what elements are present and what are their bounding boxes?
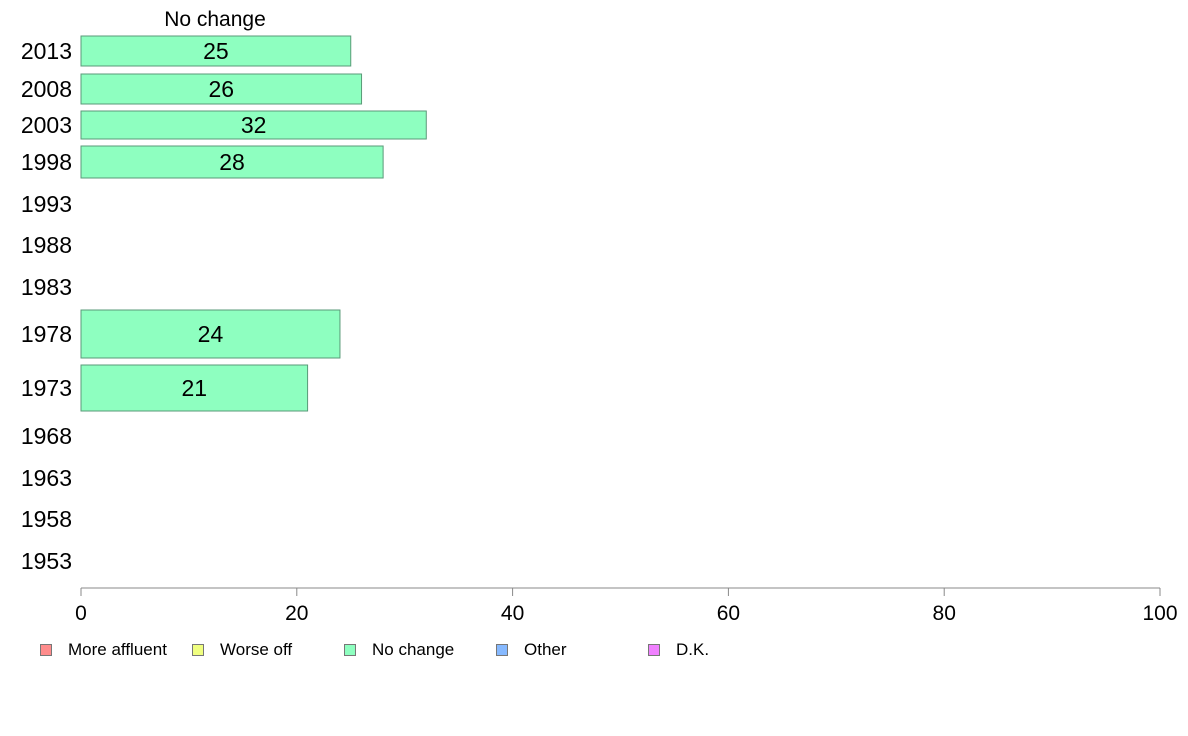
- legend-item: More affluent: [40, 640, 167, 660]
- bar: [80, 35, 352, 67]
- legend-label: Other: [524, 640, 567, 659]
- legend: More affluent Worse off No change Other D.K.: [0, 640, 1188, 664]
- y-tick-label: 1963: [21, 465, 72, 491]
- legend-item: Other: [496, 640, 567, 660]
- bar-value-label: 32: [241, 112, 267, 138]
- legend-item: No change: [344, 640, 454, 660]
- legend-swatch: [648, 644, 660, 656]
- bar-group: 25 26 32 28 24 21: [80, 35, 427, 412]
- bar: [80, 364, 309, 412]
- bar: [80, 145, 384, 179]
- x-tick-label: 0: [75, 602, 87, 625]
- x-tick-label: 20: [285, 602, 308, 625]
- y-tick-label: 1978: [21, 321, 72, 347]
- bar-value-label: 26: [208, 76, 234, 102]
- x-tick-label: 100: [1142, 602, 1177, 625]
- legend-swatch: [344, 644, 356, 656]
- y-tick-label: 1993: [21, 191, 72, 217]
- bar-value-label: 21: [181, 375, 207, 401]
- bar: [80, 73, 363, 105]
- legend-label: D.K.: [676, 640, 710, 659]
- bar: [80, 309, 341, 359]
- y-axis-labels: 2013 2008 2003 1998 1993 1988 1983 1978 1973 1968…: [21, 38, 72, 574]
- bar-value-label: 28: [219, 149, 245, 175]
- y-tick-label: 2013: [21, 38, 72, 64]
- legend-label: No change: [372, 640, 455, 659]
- y-tick-label: 1988: [21, 232, 72, 258]
- x-tick-label: 80: [933, 602, 956, 625]
- chart-title: No change: [164, 8, 266, 31]
- bar: [80, 110, 427, 140]
- legend-item: Worse off: [192, 640, 292, 660]
- legend-item: D.K.: [648, 640, 709, 660]
- y-tick-label: 1983: [21, 274, 72, 300]
- y-tick-label: 1973: [21, 375, 72, 401]
- legend-swatch: [496, 644, 508, 656]
- legend-label: More affluent: [68, 640, 167, 659]
- x-tick-label: 40: [501, 602, 524, 625]
- y-tick-label: 2003: [21, 112, 72, 138]
- y-tick-label: 1998: [21, 149, 72, 175]
- bar-value-label: 25: [203, 38, 229, 64]
- x-axis: 0 20 40 60 80 100: [75, 587, 1178, 625]
- y-tick-label: 1958: [21, 506, 72, 532]
- y-tick-label: 2008: [21, 76, 72, 102]
- legend-swatch: [192, 644, 204, 656]
- bar-value-label: 24: [198, 321, 224, 347]
- legend-label: Worse off: [220, 640, 293, 659]
- x-tick-label: 60: [717, 602, 740, 625]
- y-tick-label: 1968: [21, 423, 72, 449]
- legend-swatch: [40, 644, 52, 656]
- y-tick-label: 1953: [21, 548, 72, 574]
